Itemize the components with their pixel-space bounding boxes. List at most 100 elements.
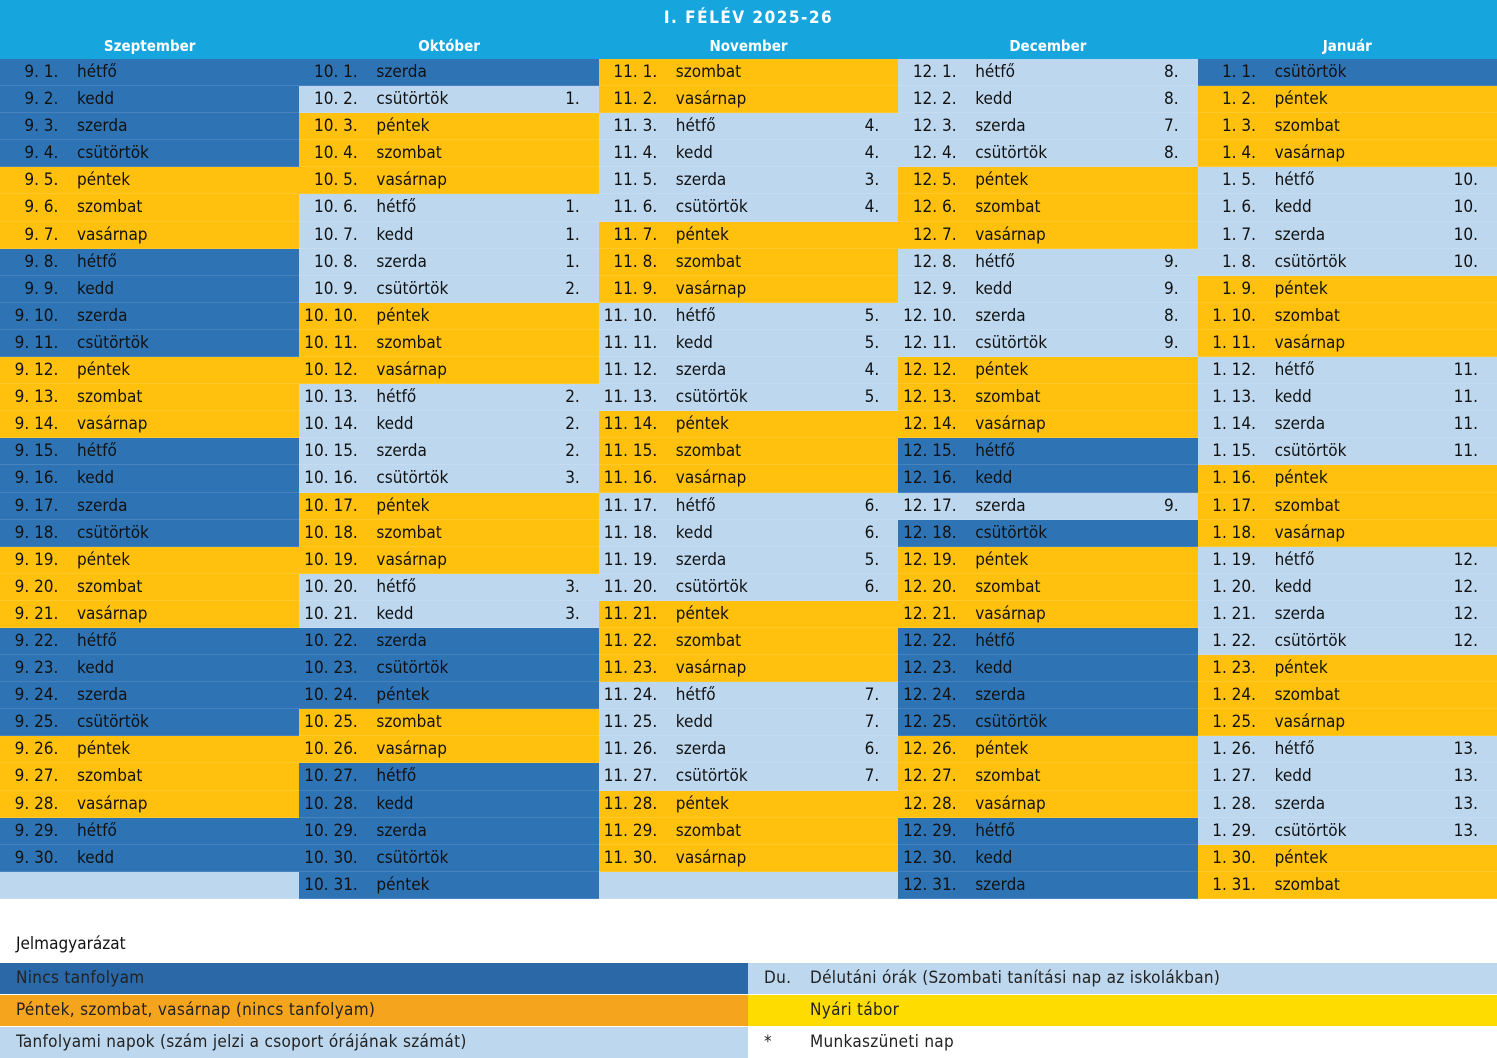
lesson-number: 12. <box>1453 576 1478 597</box>
day-weekday: szerda <box>675 360 727 381</box>
day-weekday: hétfő <box>975 630 1016 651</box>
day-weekday: csütörtök <box>975 712 1048 733</box>
lesson-number: 2. <box>565 278 580 299</box>
day-date: 10. 7. <box>314 224 358 245</box>
day-weekday: szerda <box>376 251 427 272</box>
day-date: 9. 9. <box>24 278 59 299</box>
day-cell: 12. 16. kedd <box>898 465 1198 493</box>
day-weekday: szombat <box>675 251 742 272</box>
day-date: 10. 9. <box>314 278 358 299</box>
day-date: 1. 3. <box>1221 116 1256 137</box>
day-weekday: szerda <box>1274 414 1326 435</box>
day-weekday: csütörtök <box>1274 820 1347 841</box>
day-weekday: szerda <box>376 62 427 82</box>
day-cell: 10. 12. vasárnap <box>299 357 599 385</box>
day-date: 9. 20. <box>14 576 59 597</box>
day-weekday: vasárnap <box>1274 143 1346 164</box>
day-weekday: szerda <box>1274 603 1326 624</box>
day-weekday: szombat <box>77 387 143 408</box>
day-cell: 10. 4. szombat <box>299 140 599 168</box>
month-column: 10. 1. szerda 10. 2. csütörtök 1. 10. 3. pénte… <box>299 59 599 899</box>
legend-key: * <box>764 1032 772 1052</box>
day-weekday: hétfő <box>77 62 117 82</box>
day-weekday: kedd <box>1274 766 1312 787</box>
day-cell: 1. 26. hétfő 13. <box>1197 736 1497 764</box>
lesson-number: 9. <box>1163 278 1179 299</box>
lesson-number: 8. <box>1163 305 1179 326</box>
day-weekday: csütörtök <box>975 143 1048 164</box>
day-weekday: hétfő <box>77 251 117 272</box>
day-cell: 10. 5. vasárnap <box>299 167 599 195</box>
day-date: 10. 13. <box>304 387 358 408</box>
day-weekday: csütörtök <box>376 89 449 110</box>
day-weekday: csütörtök <box>376 278 449 299</box>
day-date: 11. 17. <box>603 495 658 516</box>
day-cell: 11. 2. vasárnap <box>598 86 899 114</box>
day-cell: 11. 22. szombat <box>598 627 899 656</box>
day-cell: 1. 1. csütörtök <box>1197 59 1497 87</box>
day-cell: 1. 4. vasárnap <box>1197 140 1497 168</box>
day-cell: 9. 17. szerda <box>0 492 300 520</box>
day-date: 9. 8. <box>24 251 59 272</box>
day-date: 11. 20. <box>603 576 658 597</box>
day-date: 9. 22. <box>14 630 59 651</box>
day-date: 12. 29. <box>903 820 957 841</box>
lesson-number: 10. <box>1453 170 1478 191</box>
day-weekday: szerda <box>77 116 128 137</box>
day-cell: 9. 14. vasárnap <box>0 411 300 439</box>
day-weekday: szombat <box>376 143 442 164</box>
day-cell: 1. 15. csütörtök 11. <box>1197 438 1497 466</box>
day-date: 10. 31. <box>304 874 358 895</box>
day-cell: 1. 24. szombat <box>1197 682 1497 710</box>
day-date: 1. 13. <box>1212 387 1256 408</box>
day-cell: 11. 1. szombat <box>598 59 899 87</box>
day-date: 10. 27. <box>304 766 358 787</box>
day-weekday: kedd <box>376 603 414 624</box>
day-weekday: kedd <box>1274 387 1312 408</box>
day-date: 10. 15. <box>304 441 358 462</box>
day-cell: 9. 9. kedd <box>0 275 300 303</box>
lesson-number: 11. <box>1453 441 1478 462</box>
month-column: 12. 1. hétfő 8. 12. 2. kedd 8. 12. 3. szerda 7. 1… <box>898 59 1198 899</box>
legend-label: Délutáni órák (Szombati tanítási nap az … <box>810 968 1221 988</box>
lesson-number: 11. <box>1453 360 1478 381</box>
day-date: 11. 4. <box>613 143 658 164</box>
day-weekday: vasárnap <box>77 793 148 814</box>
lesson-number: 6. <box>864 576 880 597</box>
day-weekday: szerda <box>975 495 1026 516</box>
day-date: 1. 29. <box>1212 820 1256 841</box>
day-weekday: hétfő <box>975 441 1016 462</box>
day-weekday: csütörtök <box>675 576 748 597</box>
legend-title: Jelmagyarázat <box>16 934 126 954</box>
day-cell: 12. 3. szerda 7. <box>898 113 1198 141</box>
day-cell: 10. 30. csütörtök <box>299 844 599 872</box>
day-cell: 9. 8. hétfő <box>0 248 300 276</box>
day-date: 1. 10. <box>1212 305 1256 326</box>
day-weekday: szerda <box>975 116 1026 137</box>
day-date: 9. 13. <box>14 387 59 408</box>
day-weekday: péntek <box>77 170 131 191</box>
day-cell: 12. 21. vasárnap <box>898 600 1198 628</box>
day-cell: 9. 23. kedd <box>0 655 300 683</box>
day-weekday: szerda <box>1274 793 1326 814</box>
day-date: 12. 10. <box>903 305 957 326</box>
day-cell: 9. 28. vasárnap <box>0 790 300 818</box>
day-weekday: péntek <box>376 116 430 137</box>
day-date: 10. 18. <box>304 522 358 543</box>
day-cell: 11. 23. vasárnap <box>598 655 899 683</box>
day-date: 12. 17. <box>903 495 957 516</box>
day-weekday: kedd <box>975 658 1013 679</box>
day-date: 9. 15. <box>14 441 59 462</box>
day-cell: 9. 19. péntek <box>0 546 300 574</box>
day-cell: 1. 7. szerda 10. <box>1197 221 1497 249</box>
day-date: 12. 5. <box>912 170 957 191</box>
day-cell: 9. 22. hétfő <box>0 627 300 656</box>
day-cell: 12. 6. szombat <box>898 194 1198 222</box>
lesson-number: 4. <box>864 360 880 381</box>
day-date: 12. 18. <box>903 522 957 543</box>
day-date: 12. 21. <box>903 603 957 624</box>
day-date: 9. 5. <box>24 170 59 191</box>
day-cell: 10. 31. péntek <box>299 871 599 899</box>
header-band: I. FÉLÉV 2025-26 Szeptember Október Novemb… <box>0 0 1497 60</box>
day-cell: 1. 2. péntek <box>1197 86 1497 114</box>
